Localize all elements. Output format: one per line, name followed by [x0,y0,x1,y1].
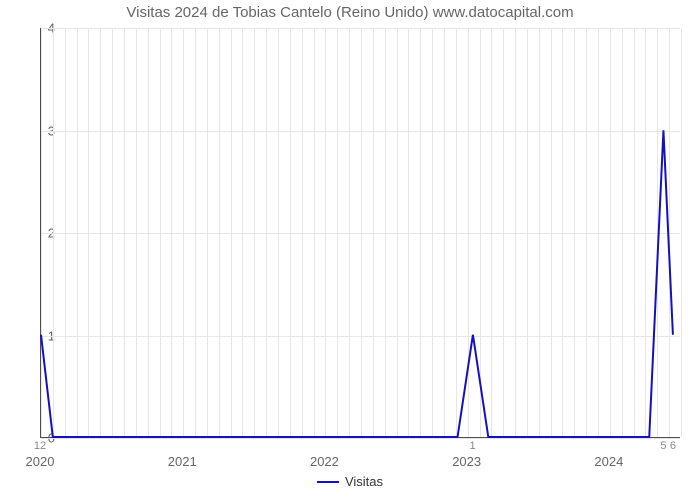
gridline-horizontal [41,438,680,439]
x-tick-label-year: 2022 [310,454,339,469]
x-tick-label-year: 2024 [594,454,623,469]
x-tick-label-year: 2020 [26,454,55,469]
series-line-visitas [41,130,673,437]
x-tick-label-year: 2021 [168,454,197,469]
x-tick-label-month: 6 [670,440,676,452]
chart-container: Visitas 2024 de Tobias Cantelo (Reino Un… [0,0,700,500]
plot-area [40,28,680,438]
gridline-vertical [681,28,682,437]
x-tick-label-month: 1 [470,440,476,452]
x-tick-label-month: 12 [34,440,46,452]
legend-label-visitas: Visitas [345,474,383,489]
x-tick-label-year: 2023 [452,454,481,469]
legend: Visitas [0,474,700,489]
legend-swatch-visitas [317,481,339,483]
series-layer [41,28,680,437]
x-tick-label-month: 5 [660,440,666,452]
chart-title: Visitas 2024 de Tobias Cantelo (Reino Un… [0,4,700,21]
